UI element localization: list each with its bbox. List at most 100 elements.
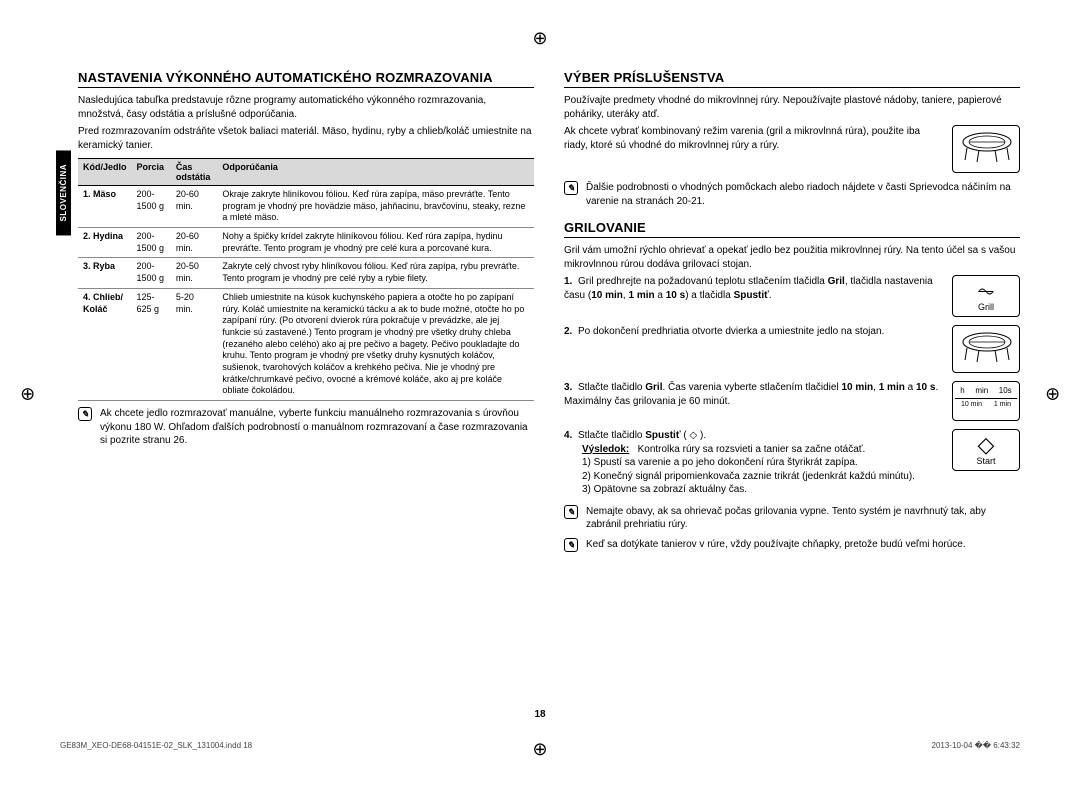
note-manual: ✎ Ak chcete jedlo rozmrazovať manuálne, … [78,407,534,448]
language-tab: SLOVENČINA [56,150,71,235]
heading-accessories: VÝBER PRÍSLUŠENSTVA [564,70,1020,88]
table-row: 2. Hydina 200-1500 g 20-60 min. Nohy a š… [78,228,534,258]
rack-icon-box-2 [952,325,1020,373]
cell-time: 20-50 min. [171,258,217,288]
grill-intro: Gril vám umožní rýchlo ohrievať a opekať… [564,244,1020,271]
cell-code: 2. Hydina [78,228,132,258]
cell-portion: 200-1500 g [132,186,171,228]
heading-grill: GRILOVANIE [564,220,1020,238]
start-button-icon: ◇ Start [952,429,1020,471]
step-2-text: 2.Po dokončení predhriatia otvorte dvier… [564,325,942,339]
step-1: 1.Gril predhrejte na požadovanú teplotu … [564,275,1020,317]
s3-1m: 1 min [879,382,905,393]
note-icon: ✎ [564,181,578,195]
note-icon: ✎ [564,538,578,552]
note-text: Nemajte obavy, ak sa ohrievač počas gril… [586,505,1020,532]
note-icon: ✎ [564,505,578,519]
cell-rec: Nohy a špičky krídel zakryte hliníkovou … [217,228,534,258]
s3b: . Čas varenia vyberte stlačením tlačidie… [663,382,842,393]
cell-time: 20-60 min. [171,228,217,258]
s4a: Stlačte tlačidlo [578,430,645,441]
crop-mark-right: ⊕ [1042,386,1063,401]
crop-mark-left: ⊕ [17,386,38,401]
s3-gril: Gril [645,382,662,393]
table-header-row: Kód/Jedlo Porcia Čas odstátia Odporúčani… [78,159,534,186]
s4c: ). [697,430,706,441]
cell-code: 1. Mäso [78,186,132,228]
intro-1: Nasledujúca tabuľka predstavuje rôzne pr… [78,94,534,121]
result-text: Kontrolka rúry sa rozsvieti a tanier sa … [638,444,866,455]
s4-spustit: Spustiť [645,430,680,441]
crop-mark-top: ⊕ [532,28,547,49]
heading-defrost: NASTAVENIA VÝKONNÉHO AUTOMATICKÉHO ROZMR… [78,70,534,88]
cell-rec: Okraje zakryte hliníkovou fóliou. Keď rú… [217,186,534,228]
result-label: Výsledok: [582,444,629,455]
time-panel-icon: hmin10s 10 min1 min [952,381,1020,421]
cell-rec: Zakryte celý chvost ryby hliníkovou fóli… [217,258,534,288]
s1-10m: 10 min [591,290,623,301]
th-time: Čas odstátia [171,159,217,186]
step-3: 3.Stlačte tlačidlo Gril. Čas varenia vyb… [564,381,1020,421]
left-column: SLOVENČINA NASTAVENIA VÝKONNÉHO AUTOMATI… [60,70,534,620]
note-text: Ak chcete jedlo rozmrazovať manuálne, vy… [100,407,534,448]
s1-spustit: Spustiť [734,290,769,301]
step-3-text: 3.Stlačte tlačidlo Gril. Čas varenia vyb… [564,381,942,408]
note-heater: ✎ Nemajte obavy, ak sa ohrievač počas gr… [564,505,1020,532]
grill-rack-icon [957,130,1017,166]
rack-icon-box [952,125,1020,173]
cell-code: 4. Chlieb/ Koláč [78,288,132,400]
table-row: 1. Mäso 200-1500 g 20-60 min. Okraje zak… [78,186,534,228]
s1-10s: 10 s [666,290,685,301]
note-icon: ✎ [78,407,92,421]
defrost-table: Kód/Jedlo Porcia Čas odstátia Odporúčani… [78,158,534,401]
footer-left: GE83M_XEO-DE68-04151E-02_SLK_131004.indd… [60,741,252,750]
th-code: Kód/Jedlo [78,159,132,186]
step-4-text: 4.Stlačte tlačidlo Spustiť ( ◇ ). Výsled… [564,429,942,497]
hm-10min: 10 min [961,401,982,408]
note-text: Keď sa dotýkate tanierov v rúre, vždy po… [586,538,966,552]
start-glyph: ◇ [957,434,1015,456]
s1-1m: 1 min [628,290,654,301]
table-row: 3. Ryba 200-1500 g 20-50 min. Zakryte ce… [78,258,534,288]
s3-10s: 10 s [916,382,935,393]
page-content: SLOVENČINA NASTAVENIA VÝKONNÉHO AUTOMATI… [60,70,1020,620]
grill-button-icon: ⏦ Grill [952,275,1020,317]
hm-h: h [960,386,964,395]
step-1-text: 1.Gril predhrejte na požadovanú teplotu … [564,275,942,302]
r3: 3) Opätovne sa zobrazí aktuálny čas. [564,483,942,497]
s1c: a [655,290,666,301]
cell-portion: 125-625 g [132,288,171,400]
cell-time: 5-20 min. [171,288,217,400]
th-rec: Odporúčania [217,159,534,186]
hm-1min: 1 min [994,401,1011,408]
note-text: Ďalšie podrobnosti o vhodných pomôckach … [586,181,1020,208]
r2: 2) Konečný signál pripomienkovača zaznie… [564,470,942,484]
s4b: ( [681,430,690,441]
s1a: Gril predhrejte na požadovanú teplotu st… [578,276,828,287]
s2: Po dokončení predhriatia otvorte dvierka… [578,326,884,337]
acc-p2: Ak chcete vybrať kombinovaný režim varen… [564,125,942,152]
cell-code: 3. Ryba [78,258,132,288]
s1d: ) a tlačidla [685,290,733,301]
s1-gril: Gril [828,276,845,287]
note-acc: ✎ Ďalšie podrobnosti o vhodných pomôckac… [564,181,1020,208]
acc-p1: Používajte predmety vhodné do mikrovlnne… [564,94,1020,121]
r1: 1) Spustí sa varenie a po jeho dokončení… [564,456,942,470]
th-portion: Porcia [132,159,171,186]
hm-10s: 10s [999,386,1012,395]
grill-label: Grill [978,302,994,312]
cell-rec: Chlieb umiestnite na kúsok kuchynského p… [217,288,534,400]
table-row: 4. Chlieb/ Koláč 125-625 g 5-20 min. Chl… [78,288,534,400]
step-2: 2.Po dokončení predhriatia otvorte dvier… [564,325,1020,373]
grill-glyph: ⏦ [957,280,1015,302]
footer: GE83M_XEO-DE68-04151E-02_SLK_131004.indd… [60,741,1020,750]
start-label: Start [976,456,995,466]
cell-portion: 200-1500 g [132,228,171,258]
cell-portion: 200-1500 g [132,258,171,288]
s3a: Stlačte tlačidlo [578,382,645,393]
grill-rack-icon [957,330,1017,366]
cell-time: 20-60 min. [171,186,217,228]
note-hot: ✎ Keď sa dotýkate tanierov v rúre, vždy … [564,538,1020,552]
s3-10m: 10 min [841,382,873,393]
right-column: VÝBER PRÍSLUŠENSTVA Používajte predmety … [564,70,1020,620]
